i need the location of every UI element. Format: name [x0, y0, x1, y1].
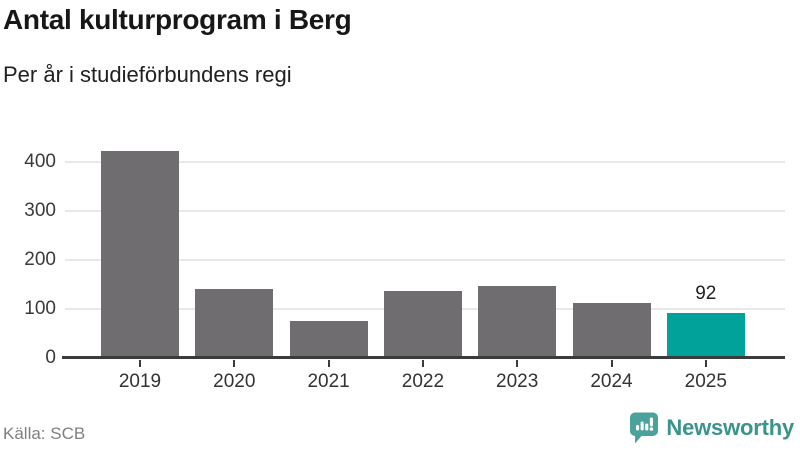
x-axis-line — [62, 356, 785, 359]
x-tick-label-2023: 2023 — [496, 371, 539, 392]
x-tick-label-2021: 2021 — [307, 371, 350, 392]
bar-2019 — [101, 150, 179, 358]
y-tick-label-300: 300 — [24, 200, 56, 222]
x-tick-2019 — [139, 360, 141, 367]
y-tick-label-200: 200 — [24, 249, 56, 271]
chart-title: Antal kulturprogram i Berg — [3, 4, 352, 35]
x-tick-2020 — [233, 360, 236, 367]
x-tick-label-2019: 2019 — [118, 371, 162, 392]
x-tick-label-2022: 2022 — [401, 371, 445, 392]
bar-2025 — [666, 313, 745, 358]
x-tick-2025 — [704, 360, 707, 367]
x-tick-2022 — [421, 360, 424, 367]
source-label: Källa: SCB — [3, 424, 86, 443]
bar-2021 — [289, 321, 368, 358]
y-axis-labels: 0 100 200 300 400 — [0, 138, 56, 368]
y-tick-label-400: 400 — [24, 151, 56, 173]
x-tick-label-2020: 2020 — [213, 371, 256, 392]
gridline-400 — [65, 161, 785, 164]
plot-area: 2019 2020 2021 2022 2023 2024 2025 92 — [62, 138, 785, 392]
x-tick-label-2025: 2025 — [684, 371, 727, 392]
x-tick-2021 — [327, 360, 330, 367]
x-tick-2023 — [516, 360, 519, 367]
newsworthy-bubble-chart-icon — [630, 412, 659, 444]
y-tick-label-100: 100 — [24, 298, 56, 320]
y-tick-label-0: 0 — [45, 347, 56, 368]
newsworthy-wordmark: Newsworthy — [666, 415, 794, 440]
gridline-300 — [65, 210, 785, 213]
x-tick-2024 — [610, 360, 613, 367]
gridline-200 — [65, 259, 785, 262]
bar-2024 — [572, 303, 651, 358]
x-tick-label-2024: 2024 — [590, 371, 633, 392]
bar-value-label-2025: 92 — [695, 283, 717, 305]
bar-2023 — [478, 286, 557, 358]
chart-subtitle: Per år i studieförbundens regi — [3, 62, 292, 87]
bar-2022 — [383, 290, 462, 358]
newsworthy-logo-link[interactable]: Newsworthy — [629, 412, 794, 444]
bar-2020 — [195, 288, 274, 358]
